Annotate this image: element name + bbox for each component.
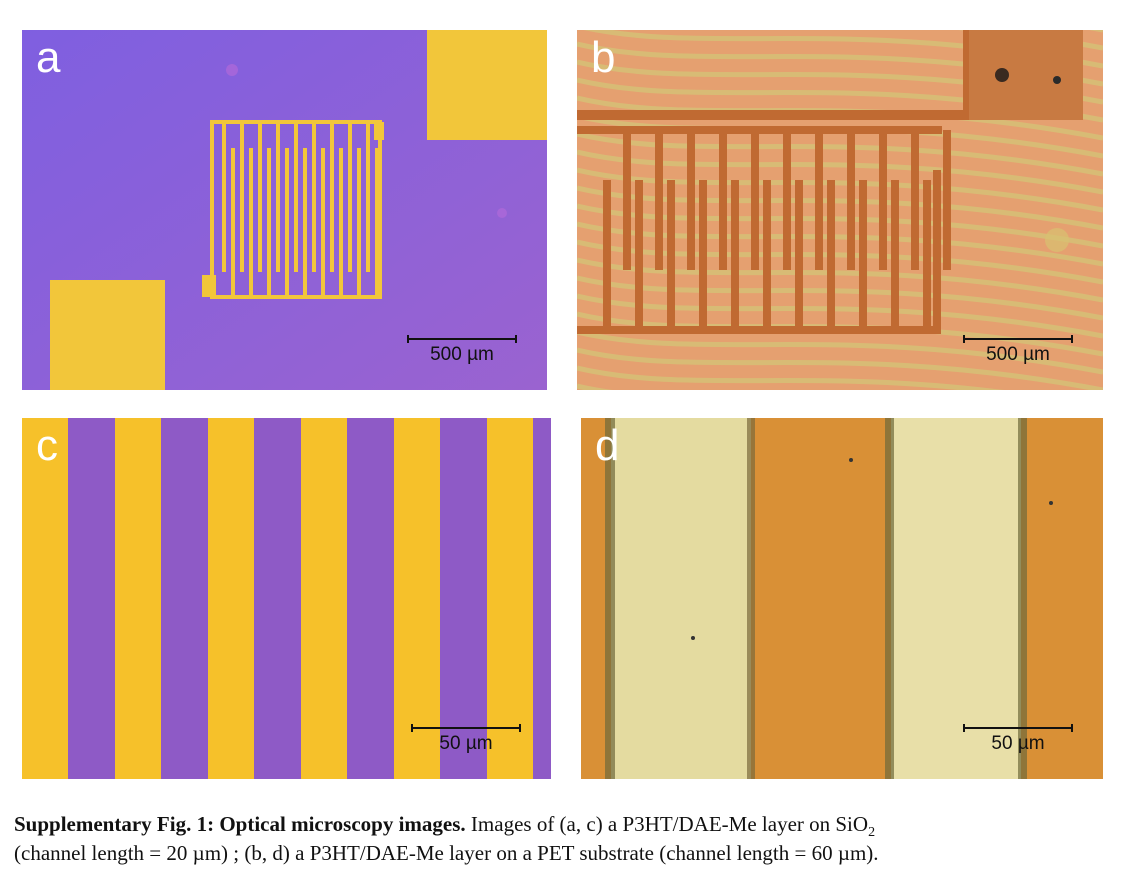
scale-bar-line [407,335,517,343]
caption-text: Images of (a, c) a P3HT/DAE-Me layer on … [465,812,869,836]
scale-bar-label: 50 µm [991,733,1045,754]
scale-bar-line [963,335,1073,343]
caption-title: Supplementary Fig. 1: Optical microscopy… [14,812,466,836]
caption-line-2: (channel length = 20 µm) ; (b, d) a P3HT… [14,841,879,865]
interdigitated-electrode-sio2-image [22,30,547,390]
panel-label: d [595,421,620,470]
scale-bar: 500 µm [407,335,517,366]
scale-bar: 50 µm [411,724,521,755]
channel-stripes-pet-image [581,418,1103,779]
panel-b-micrograph: b 500 µm [577,30,1103,390]
panel-c-micrograph: c 50 µm [22,418,551,779]
channel-stripes-sio2-image [22,418,551,779]
scale-bar-label: 500 µm [430,344,494,365]
scale-bar-label: 500 µm [986,344,1050,365]
panel-label: c [36,421,58,470]
scale-bar-line [963,724,1073,732]
scale-bar: 50 µm [963,724,1073,755]
caption-line-1: Supplementary Fig. 1: Optical microscopy… [14,810,1124,841]
caption-subscript: 2 [868,825,876,841]
panel-d-micrograph: d 50 µm [581,418,1103,779]
interdigitated-electrode-pet-image [577,30,1103,390]
scale-bar-line [411,724,521,732]
panel-label: a [36,33,61,82]
panel-a-micrograph: a 500 µm [22,30,547,390]
panel-label: b [591,33,616,82]
scale-bar: 500 µm [963,335,1073,366]
scale-bar-label: 50 µm [439,733,493,754]
figure-caption: Supplementary Fig. 1: Optical microscopy… [14,810,1124,868]
